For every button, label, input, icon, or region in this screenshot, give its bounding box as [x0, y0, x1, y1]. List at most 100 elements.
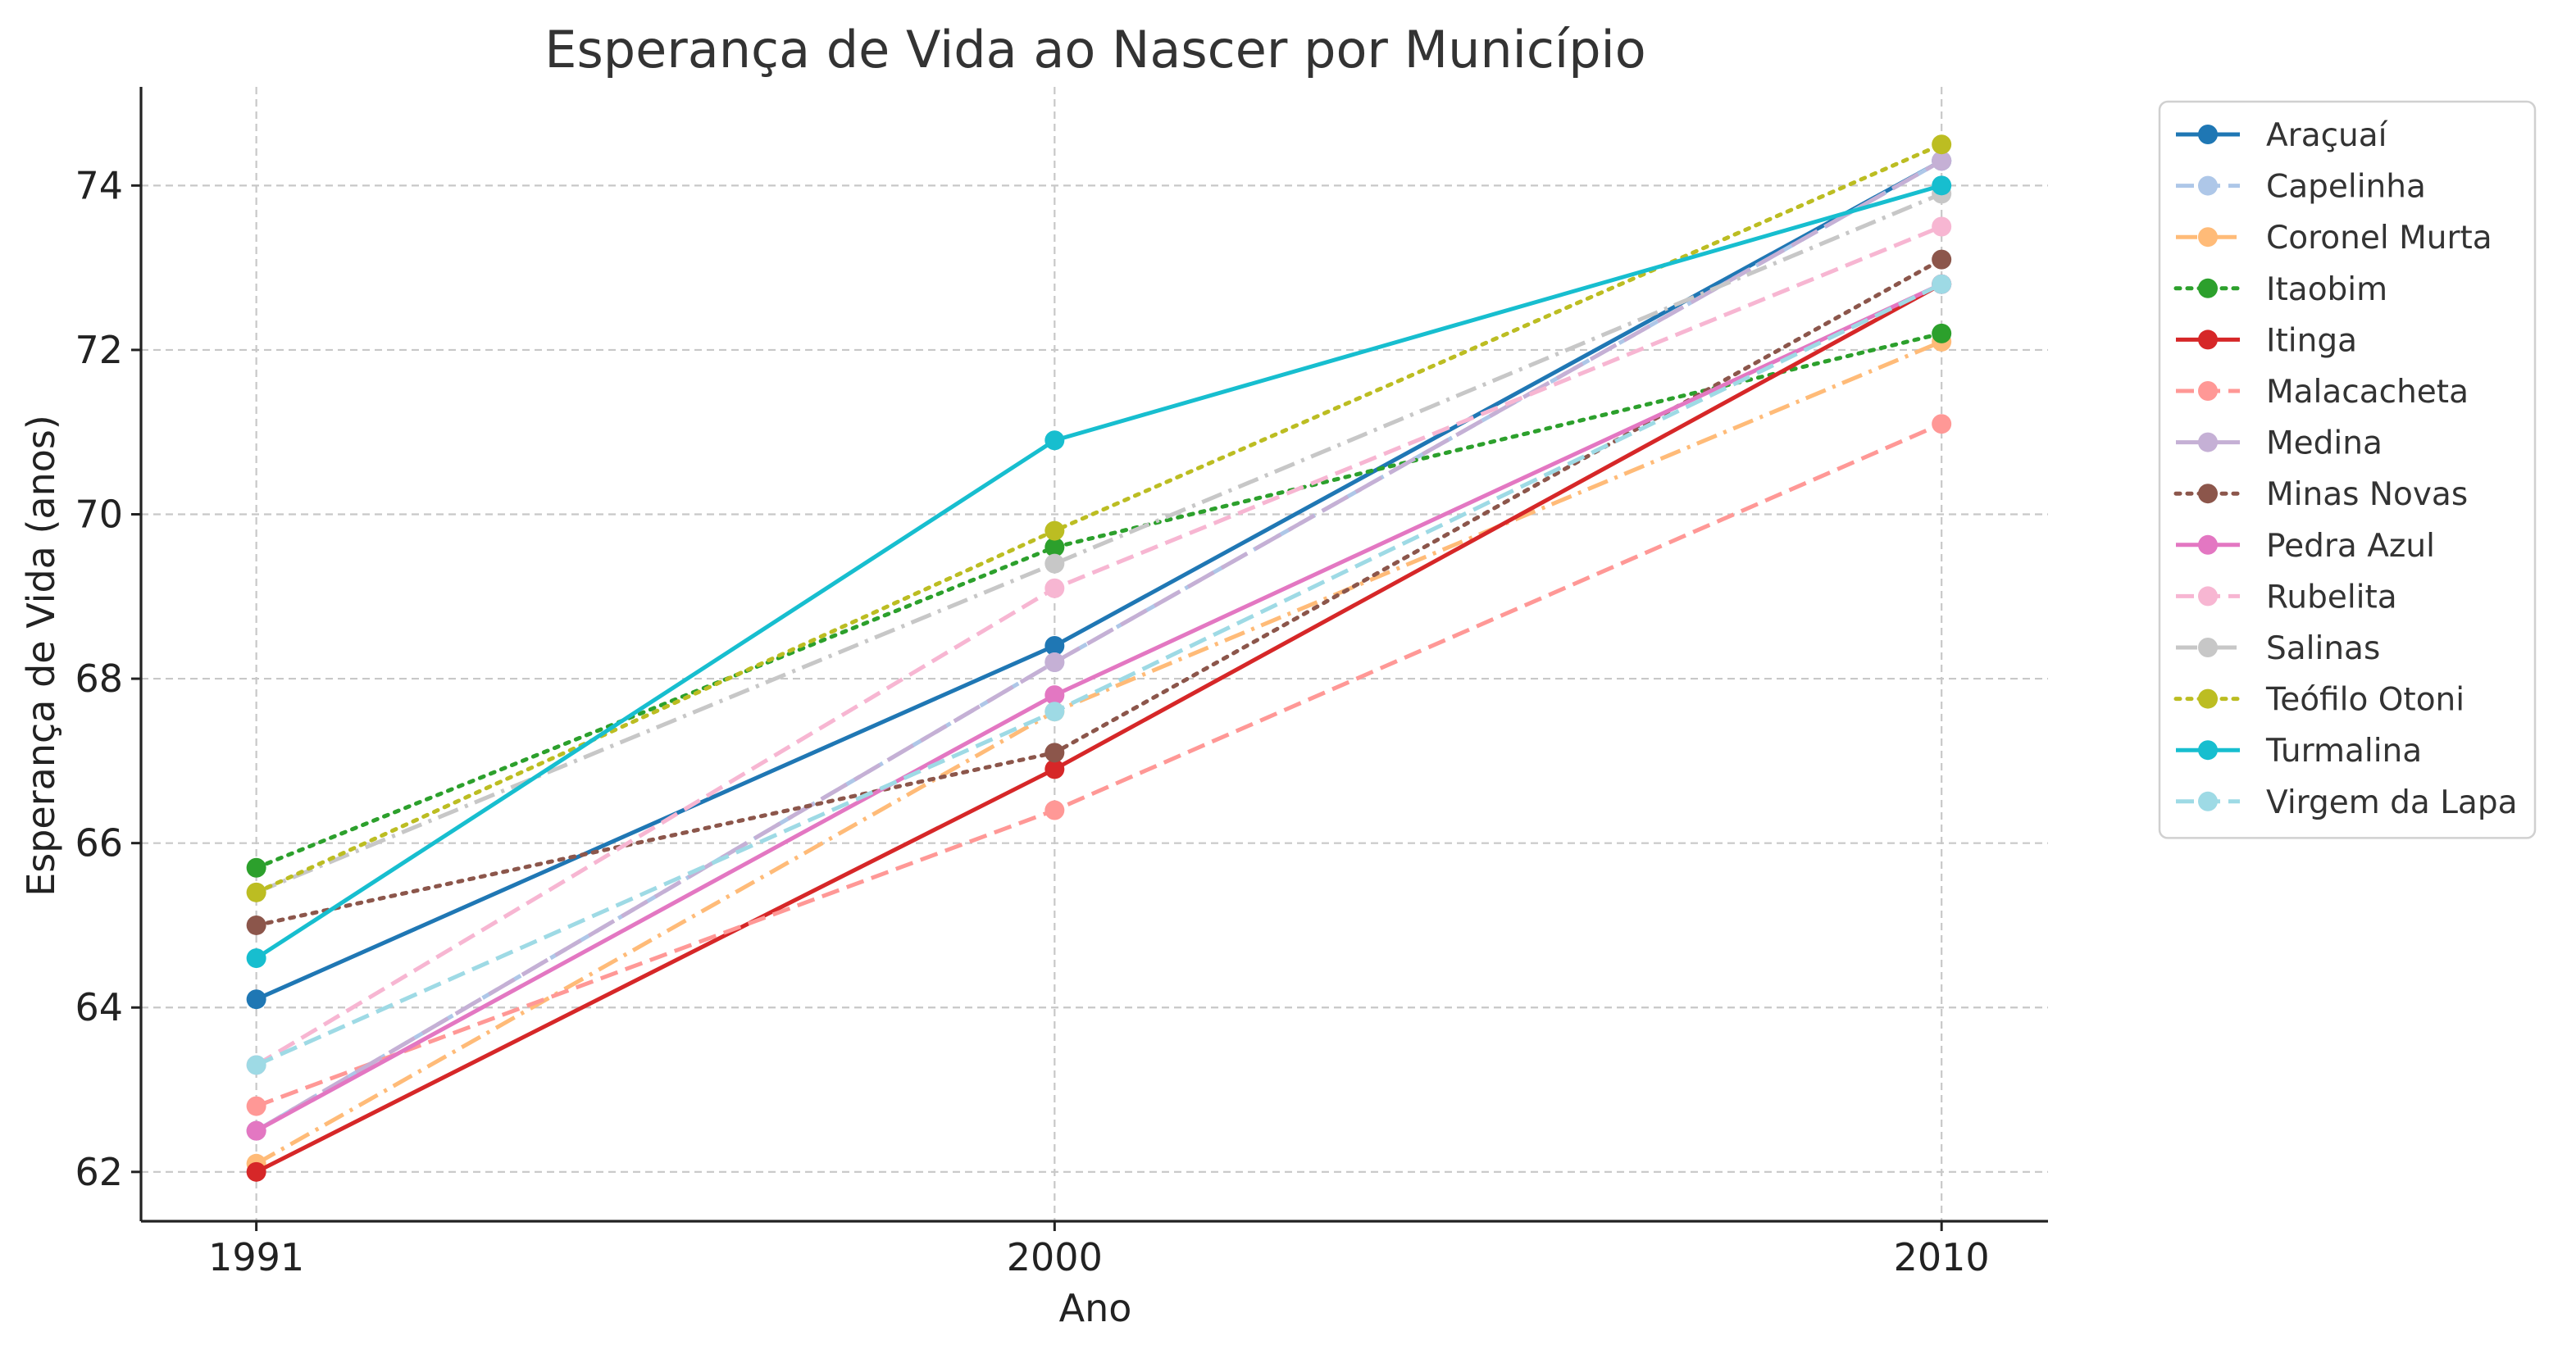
x-tick-label: 1991	[208, 1235, 304, 1279]
y-tick-label: 66	[75, 821, 123, 866]
series-rubelita	[246, 216, 1952, 1075]
legend-item-malacacheta: Malacacheta	[2176, 374, 2469, 411]
legend-item-itinga: Itinga	[2176, 322, 2357, 359]
series-aracuai	[246, 151, 1952, 1010]
legend-swatch-marker	[2198, 432, 2218, 452]
data-point	[1045, 800, 1065, 820]
x-axis-label: Ano	[1059, 1286, 1132, 1330]
data-point	[246, 989, 266, 1010]
series-line	[255, 192, 1943, 895]
data-point	[1045, 553, 1065, 574]
legend-item-itaobim: Itaobim	[2173, 271, 2387, 308]
data-point	[1045, 743, 1065, 763]
series-line	[254, 331, 1944, 870]
legend-label: Malacacheta	[2266, 374, 2469, 411]
series-line	[255, 159, 1943, 1133]
legend-item-pedra-azul: Pedra Azul	[2176, 528, 2435, 565]
y-tick-label: 64	[75, 985, 123, 1029]
data-point	[1932, 175, 1952, 196]
legend-swatch-marker	[2198, 125, 2218, 144]
legend-item-coronel-murta: Coronel Murta	[2176, 220, 2492, 257]
legend-swatch-marker	[2198, 175, 2218, 196]
series-malacacheta	[246, 414, 1952, 1116]
data-point	[1045, 578, 1065, 598]
legend-label: Coronel Murta	[2266, 220, 2492, 257]
data-point	[1045, 685, 1065, 706]
data-point	[246, 1055, 266, 1075]
data-point	[1932, 216, 1952, 237]
series-line	[255, 282, 1943, 1175]
data-point	[1045, 652, 1065, 673]
series-turmalina	[246, 175, 1952, 969]
legend-swatch-marker	[2198, 381, 2218, 401]
data-point	[246, 857, 266, 878]
legend-swatch-marker	[2198, 791, 2218, 811]
series-line	[255, 225, 1943, 1067]
series-line	[255, 282, 1943, 1133]
y-tick-label: 70	[75, 493, 123, 537]
legend-label: Araçuaí	[2266, 117, 2388, 154]
legend-swatch-marker	[2198, 638, 2218, 657]
data-point	[1932, 249, 1952, 270]
chart-title: Esperança de Vida ao Nascer por Municípi…	[544, 20, 1645, 80]
legend-label: Medina	[2266, 425, 2383, 462]
series-lines	[246, 134, 1952, 1182]
legend-swatch-marker	[2198, 278, 2218, 298]
data-point	[246, 1096, 266, 1116]
legend-label: Capelinha	[2266, 169, 2426, 206]
series-teofilo-otoni	[246, 134, 1952, 902]
data-point	[1045, 537, 1065, 557]
data-point	[1932, 151, 1952, 171]
legend-item-turmalina: Turmalina	[2176, 733, 2422, 770]
legend-item-salinas: Salinas	[2176, 630, 2380, 667]
legend-item-medina: Medina	[2176, 425, 2383, 462]
series-virgem-da-lapa	[246, 274, 1952, 1075]
legend-item-rubelita: Rubelita	[2176, 579, 2397, 616]
data-point	[1932, 134, 1952, 155]
series-medina	[246, 151, 1952, 1141]
legend-item-minas-novas: Minas Novas	[2173, 476, 2468, 513]
x-tick-label: 2000	[1007, 1235, 1103, 1279]
series-line	[255, 339, 1943, 1165]
data-point	[1045, 702, 1065, 722]
legend-label: Itaobim	[2266, 271, 2387, 308]
series-line	[255, 421, 1943, 1108]
y-tick-label: 72	[75, 328, 123, 372]
data-point	[246, 1161, 266, 1182]
x-tick-label: 2010	[1894, 1235, 1990, 1279]
legend-label: Minas Novas	[2266, 476, 2468, 513]
legend-label: Salinas	[2266, 630, 2380, 667]
legend-frame	[2158, 100, 2537, 839]
data-point	[1932, 323, 1952, 343]
data-point	[1045, 520, 1065, 541]
legend-label: Pedra Azul	[2266, 528, 2435, 565]
series-line	[255, 159, 1943, 1133]
legend-swatch-marker	[2198, 740, 2218, 761]
data-point	[1045, 430, 1065, 451]
legend-swatch-marker	[2198, 688, 2218, 709]
series-itaobim	[246, 323, 1952, 878]
legend-item-teofilo-otoni: Teófilo Otoni	[2173, 682, 2464, 719]
legend-swatch-marker	[2198, 484, 2218, 504]
y-tick-label: 74	[75, 163, 123, 207]
data-point	[1045, 635, 1065, 656]
axes: 1991 2000 2010 62 64 66 68 70 72 74	[75, 87, 2048, 1279]
series-line	[254, 257, 1944, 928]
legend-swatch-marker	[2198, 329, 2218, 350]
y-tick-label: 68	[75, 657, 123, 701]
series-itinga	[246, 274, 1952, 1182]
y-axis-label: Esperança de Vida (anos)	[19, 415, 63, 897]
legend-swatch-marker	[2198, 586, 2218, 607]
legend-item-aracuai: Araçuaí	[2176, 117, 2388, 154]
legend-swatch-marker	[2198, 227, 2218, 248]
data-point	[246, 1120, 266, 1141]
legend-label: Itinga	[2266, 322, 2357, 359]
legend-item-capelinha: Capelinha	[2176, 169, 2426, 206]
data-point	[1045, 759, 1065, 779]
legend-label: Rubelita	[2266, 579, 2397, 616]
data-point	[246, 948, 266, 969]
data-point	[1932, 414, 1952, 434]
legend-item-virgem-da-lapa: Virgem da Lapa	[2176, 784, 2517, 821]
